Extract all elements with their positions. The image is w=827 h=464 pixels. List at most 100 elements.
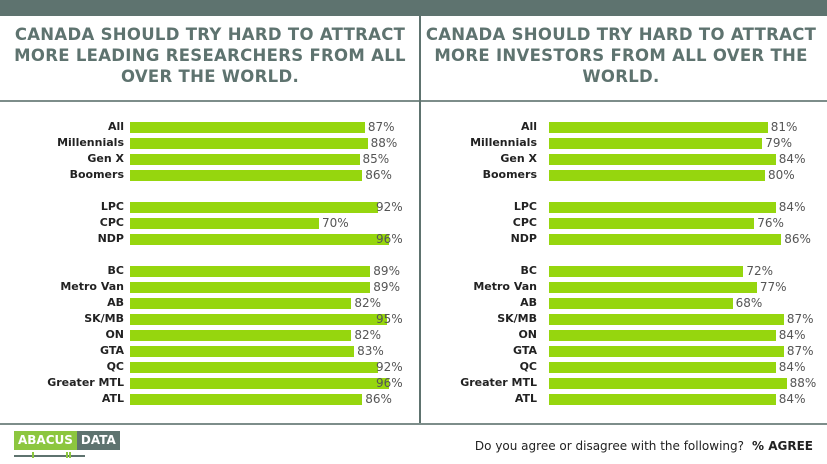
- data-label: 88%: [370, 136, 398, 150]
- bar: [549, 314, 784, 325]
- logo-data: DATA: [76, 431, 120, 450]
- data-label: 84%: [778, 360, 806, 374]
- category-label: Greater MTL: [47, 376, 124, 389]
- category-label: Boomers: [482, 168, 537, 181]
- category-label: GTA: [513, 344, 537, 357]
- data-label: 96%: [376, 376, 403, 390]
- bar: [549, 234, 782, 245]
- data-label: 86%: [365, 168, 392, 182]
- bar: [549, 330, 776, 341]
- data-label: 96%: [376, 232, 403, 246]
- category-label: GTA: [100, 344, 124, 357]
- category-label: CPC: [512, 216, 537, 229]
- bar: [549, 378, 787, 389]
- category-label: SK/MB: [497, 312, 537, 325]
- data-label: 80%: [768, 168, 795, 182]
- data-label: 70%: [322, 216, 349, 230]
- title-divider: [0, 100, 827, 102]
- data-label: 89%: [373, 264, 400, 278]
- category-label: BC: [520, 264, 537, 277]
- category-label: Metro Van: [473, 280, 537, 293]
- logo-tick: [69, 452, 71, 458]
- survey-question: Do you agree or disagree with the follow…: [475, 439, 813, 453]
- logo-abacus: ABACUS: [14, 431, 77, 450]
- bar: [130, 346, 355, 357]
- bar: [130, 298, 352, 309]
- category-label: LPC: [513, 200, 537, 213]
- chart-title-investors: CANADA SHOULD TRY HARD TO ATTRACT MORE I…: [425, 25, 817, 86]
- category-label: ATL: [514, 392, 537, 405]
- data-label: 88%: [789, 376, 817, 390]
- category-label: NDP: [97, 232, 124, 245]
- category-label: Millennials: [470, 136, 537, 149]
- data-label: 86%: [784, 232, 811, 246]
- data-label: 87%: [786, 312, 814, 326]
- category-label: Millennials: [57, 136, 124, 149]
- bar: [549, 394, 776, 405]
- category-label: All: [107, 120, 124, 133]
- bar: [549, 282, 757, 293]
- category-label: QC: [106, 360, 124, 373]
- data-label: 84%: [778, 328, 806, 342]
- category-label: CPC: [99, 216, 124, 229]
- category-label: Gen X: [87, 152, 124, 165]
- bar: [130, 138, 368, 149]
- data-label: 92%: [376, 200, 403, 214]
- data-label: 84%: [778, 200, 806, 214]
- data-label: 84%: [778, 392, 806, 406]
- logo-tick: [32, 452, 34, 458]
- category-label: AB: [520, 296, 537, 309]
- category-label: ON: [105, 328, 124, 341]
- category-label: Boomers: [69, 168, 124, 181]
- bar: [130, 282, 371, 293]
- bar: [130, 362, 379, 373]
- unit-label: % AGREE: [752, 439, 813, 453]
- data-label: 79%: [765, 136, 792, 150]
- data-label: 85%: [362, 152, 390, 166]
- data-label: 89%: [373, 280, 400, 294]
- data-label: 72%: [746, 264, 774, 278]
- bar: [549, 346, 784, 357]
- bar: [130, 202, 379, 213]
- panel-divider: [419, 16, 421, 424]
- bar: [130, 218, 319, 229]
- data-label: 83%: [357, 344, 384, 358]
- data-label: 81%: [770, 120, 798, 134]
- bar: [549, 154, 776, 165]
- bar: [549, 122, 768, 133]
- data-label: 87%: [367, 120, 395, 134]
- data-label: 92%: [376, 360, 403, 374]
- header-bar: [0, 0, 827, 16]
- bar: [130, 170, 363, 181]
- category-label: AB: [107, 296, 124, 309]
- bar: [130, 330, 352, 341]
- category-label: QC: [519, 360, 537, 373]
- category-label: SK/MB: [84, 312, 124, 325]
- data-label: 82%: [354, 296, 382, 310]
- bar: [549, 138, 763, 149]
- bar: [130, 234, 390, 245]
- footer-divider: [0, 423, 827, 425]
- bar: [549, 298, 733, 309]
- data-label: 77%: [759, 280, 787, 294]
- bar: [130, 122, 365, 133]
- bar: [130, 314, 387, 325]
- category-label: NDP: [510, 232, 537, 245]
- category-label: ATL: [101, 392, 124, 405]
- chart-title-researchers: CANADA SHOULD TRY HARD TO ATTRACT MORE L…: [14, 25, 406, 86]
- bar: [549, 362, 776, 373]
- bar: [549, 170, 765, 181]
- bar: [549, 202, 776, 213]
- bar: [130, 394, 363, 405]
- category-label: Greater MTL: [460, 376, 537, 389]
- question-text: Do you agree or disagree with the follow…: [474, 439, 745, 453]
- bar: [130, 154, 360, 165]
- data-label: 86%: [365, 392, 392, 406]
- data-label: 84%: [778, 152, 806, 166]
- category-label: ON: [518, 328, 537, 341]
- data-label: 76%: [757, 216, 784, 230]
- bar: [130, 378, 390, 389]
